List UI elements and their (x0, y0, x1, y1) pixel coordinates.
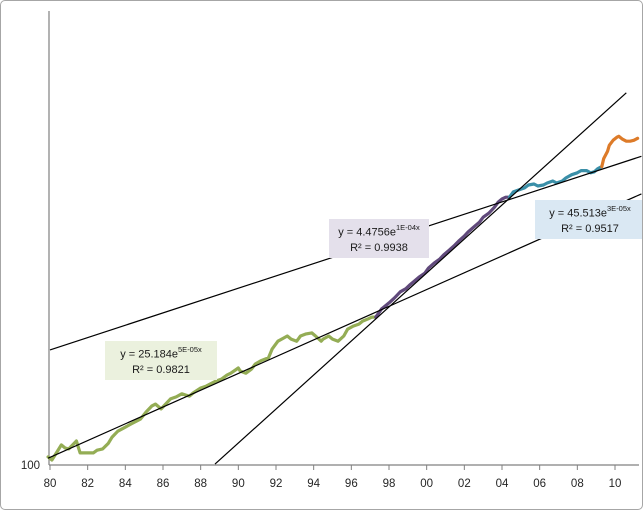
trend-1997-2004 (214, 92, 627, 465)
x-axis-tick-label: 94 (307, 478, 320, 490)
x-axis-tick-label: 80 (44, 478, 57, 490)
x-axis-tick-label: 08 (571, 478, 584, 490)
trendline-equation: y = 45.513e3E-05x (549, 204, 631, 220)
trendline-label-green: y = 25.184e5E-05x R² = 0.9821 (105, 341, 217, 380)
x-axis-tick-label: 92 (270, 478, 283, 490)
y-axis-tick-label: 100 (21, 460, 40, 472)
x-axis-tick-label: 84 (119, 478, 132, 490)
series-line-segment-1980-1997 (46, 315, 378, 462)
x-axis-tick-label: 90 (232, 478, 245, 490)
x-axis-tick-label: 82 (81, 478, 94, 490)
x-axis-tick-label: 04 (496, 478, 509, 490)
trendline-r2: R² = 0.9938 (350, 241, 408, 254)
x-axis-tick-label: 86 (157, 478, 170, 490)
x-axis-tick-label: 00 (420, 478, 433, 490)
trendline-label-blue: y = 45.513e3E-05x R² = 0.9517 (535, 200, 642, 239)
trendline-r2: R² = 0.9821 (132, 363, 190, 376)
trendline-label-purple: y = 4.4756e1E-04x R² = 0.9938 (329, 219, 429, 258)
series-line-segment-2004-2009 (507, 165, 604, 199)
equation-exponent: 1E-04x (396, 223, 420, 232)
x-axis-tick-label: 02 (458, 478, 471, 490)
x-axis-tick-label: 88 (194, 478, 207, 490)
trendline-equation: y = 4.4756e1E-04x (338, 223, 420, 239)
equation-exponent: 3E-05x (607, 204, 631, 213)
series-line-segment-2009-2011 (600, 134, 640, 169)
x-axis-tick-label: 98 (383, 478, 396, 490)
series-line-segment-1997-2004 (374, 195, 512, 319)
x-axis-tick-label: 96 (345, 478, 358, 490)
x-axis-tick-label: 10 (609, 478, 622, 490)
equation-exponent: 5E-05x (178, 345, 202, 354)
x-axis-tick-label: 06 (533, 478, 546, 490)
trendline-equation: y = 25.184e5E-05x (120, 345, 202, 361)
trendline-r2: R² = 0.9517 (561, 222, 619, 235)
